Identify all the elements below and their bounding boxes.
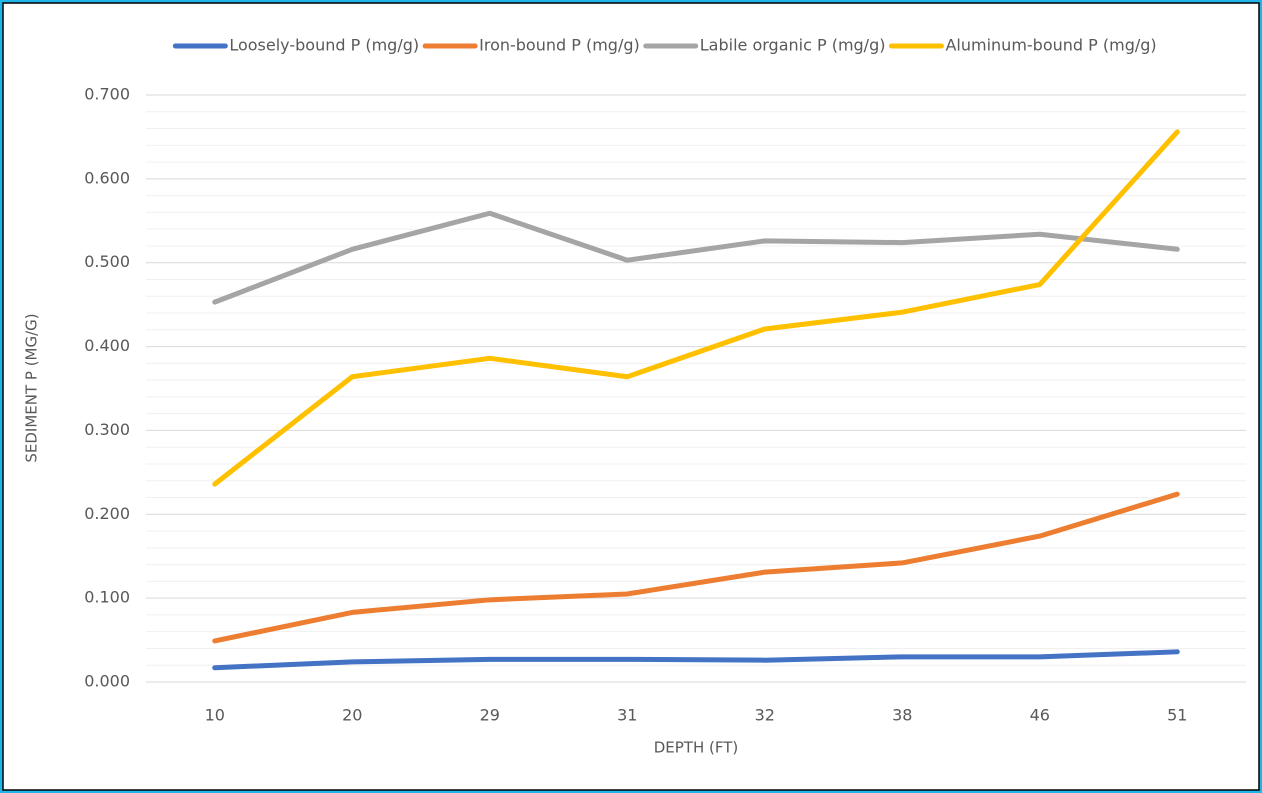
legend-label: Iron-bound P (mg/g) — [479, 36, 640, 55]
legend-label: Loosely-bound P (mg/g) — [229, 36, 419, 55]
x-tick-label: 20 — [342, 706, 362, 725]
line-series — [212, 649, 1180, 671]
legend-label: Labile organic P (mg/g) — [700, 36, 886, 55]
y-tick-label: 0.600 — [84, 168, 130, 187]
y-tick-label: 0.700 — [84, 85, 130, 104]
y-tick-label: 0.300 — [84, 420, 130, 439]
x-tick-label: 10 — [205, 706, 225, 725]
y-tick-label: 0.500 — [84, 252, 130, 271]
x-tick-label: 38 — [892, 706, 912, 725]
y-tick-label: 0.200 — [84, 504, 130, 523]
y-tick-label: 0.000 — [84, 672, 130, 691]
x-tick-label: 46 — [1030, 706, 1050, 725]
y-axis-label: SEDIMENT P (MG/G) — [23, 313, 41, 462]
x-tick-label: 32 — [755, 706, 775, 725]
line-series — [212, 491, 1180, 644]
legend-label: Aluminum-bound P (mg/g) — [945, 36, 1156, 55]
x-tick-label: 31 — [617, 706, 637, 725]
line-series — [212, 129, 1180, 487]
x-tick-label: 51 — [1167, 706, 1187, 725]
y-tick-label: 0.400 — [84, 336, 130, 355]
x-axis-label: DEPTH (FT) — [654, 739, 739, 757]
y-tick-label: 0.100 — [84, 588, 130, 607]
line-series — [212, 210, 1180, 305]
x-tick-label: 29 — [480, 706, 500, 725]
